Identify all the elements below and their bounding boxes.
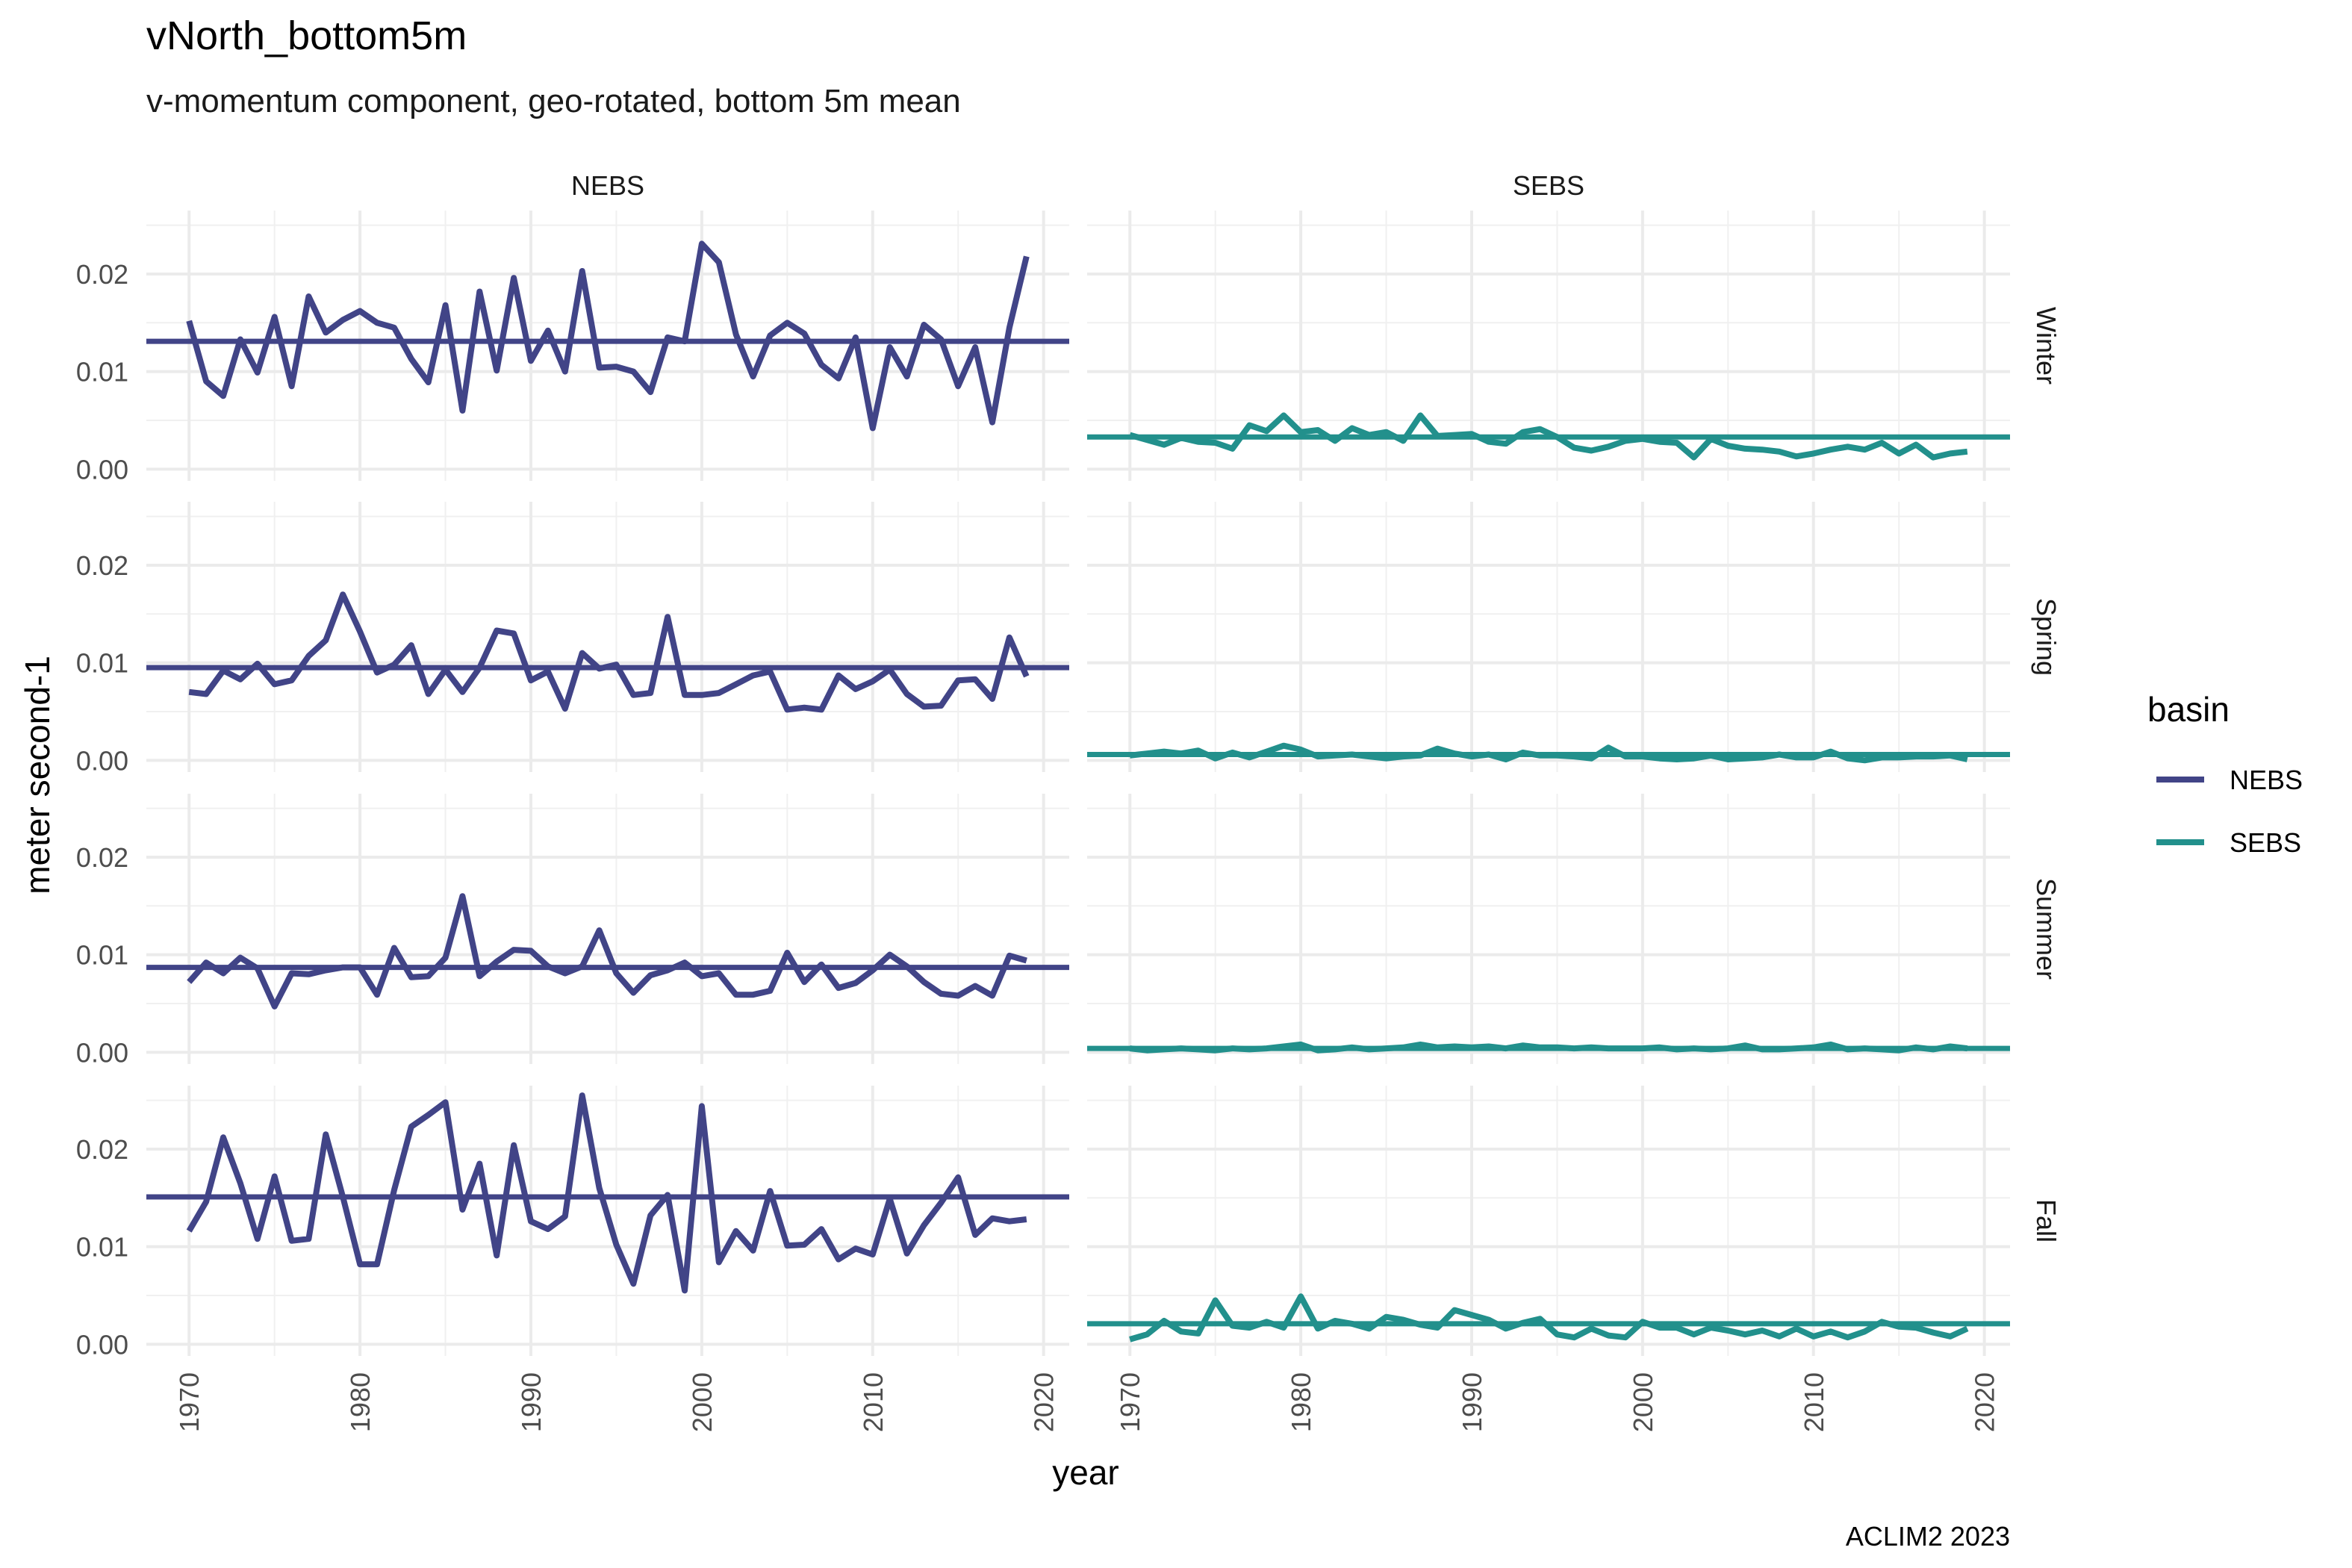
x-tick-label: 2020 <box>1029 1372 1060 1432</box>
y-tick-label: 0.00 <box>76 745 128 776</box>
panel-nebs-summer: 0.00 0.01 0.02 <box>76 794 1069 1068</box>
legend-items: NEBS SEBS <box>2156 765 2303 858</box>
panel-nebs-winter: 0.00 0.01 0.02 <box>76 211 1069 485</box>
x-tick-label: 1980 <box>1286 1372 1316 1432</box>
legend-label-sebs: SEBS <box>2230 827 2301 858</box>
x-tick-label: 1970 <box>174 1372 205 1432</box>
x-tick-label: 1980 <box>345 1372 376 1432</box>
y-tick-label: 0.00 <box>76 1329 128 1360</box>
y-tick-label: 0.01 <box>76 940 128 971</box>
strip-label-spring: Spring <box>2031 598 2062 676</box>
x-tick-label: 1970 <box>1115 1372 1145 1432</box>
strip-label-winter: Winter <box>2031 307 2062 385</box>
legend: basin NEBS SEBS <box>2147 690 2303 858</box>
series-line-sebs-winter <box>1129 412 1968 461</box>
panel-sebs-spring <box>1087 502 2010 772</box>
x-tick-label: 1990 <box>1457 1372 1487 1432</box>
x-tick-label: 2000 <box>687 1372 718 1432</box>
y-tick-label: 0.01 <box>76 648 128 679</box>
panel-nebs-spring: 0.00 0.01 0.02 <box>76 502 1069 776</box>
legend-title: basin <box>2147 690 2230 729</box>
strip-label-sebs: SEBS <box>1513 170 1584 201</box>
chart-title: vNorth_bottom5m <box>146 13 467 58</box>
y-tick-label: 0.02 <box>76 550 128 581</box>
facet-panels: NEBS SEBSWinterSpringSummerFall0.000.010.… <box>76 170 2062 1432</box>
y-tick-label: 0.02 <box>76 1134 128 1165</box>
panel-nebs-fall: 0.00 0.01 0.02 1970 1980 1990 2000 2010 2020 <box>76 1086 1069 1432</box>
y-tick-label: 0.00 <box>76 1037 128 1068</box>
y-tick-label: 0.02 <box>76 259 128 290</box>
strip-label-fall: Fall <box>2031 1199 2062 1242</box>
series-line-nebs-winter <box>186 240 1030 432</box>
y-tick-label: 0.01 <box>76 1232 128 1263</box>
panel-sebs-fall: 1970 1980 1990 2000 2010 2020 <box>1087 1086 2010 1432</box>
legend-label-nebs: NEBS <box>2230 765 2303 795</box>
series-line-nebs-fall <box>186 1092 1027 1294</box>
chart-caption: ACLIM2 2023 <box>1846 1521 2010 1552</box>
x-tick-label: 2000 <box>1628 1372 1658 1432</box>
strip-label-summer: Summer <box>2031 878 2062 980</box>
y-tick-label: 0.02 <box>76 842 128 873</box>
x-tick-label: 1990 <box>516 1372 547 1432</box>
y-axis-title: meter second-1 <box>18 656 57 895</box>
y-tick-label: 0.00 <box>76 454 128 485</box>
x-axis-title: year <box>1052 1453 1119 1492</box>
x-tick-label: 2010 <box>1799 1372 1829 1432</box>
panel-sebs-winter <box>1087 211 2010 481</box>
strip-label-nebs: NEBS <box>571 170 644 201</box>
x-tick-label: 2020 <box>1970 1372 2000 1432</box>
chart-subtitle: v-momentum component, geo-rotated, botto… <box>146 83 961 119</box>
panel-sebs-summer <box>1087 794 2010 1064</box>
y-tick-label: 0.01 <box>76 357 128 388</box>
x-tick-label: 2010 <box>858 1372 889 1432</box>
